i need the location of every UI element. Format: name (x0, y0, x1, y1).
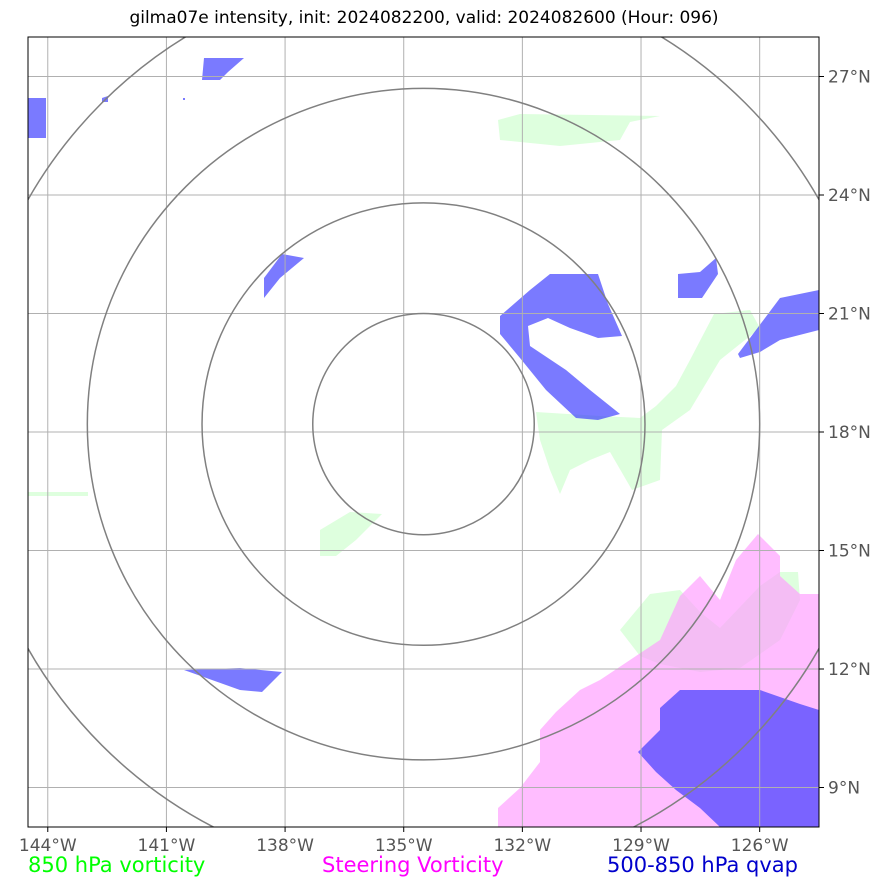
vorticity-850-layer (28, 114, 800, 672)
range-ring-1 (201, 202, 646, 647)
legend-steering-vorticity: Steering Vorticity (322, 853, 504, 877)
vorticity-patch-center (536, 310, 760, 494)
lon-tick-label-1: 141°W (138, 836, 196, 856)
range-ring-0 (312, 312, 535, 536)
lon-tick-label-2: 138°W (256, 836, 314, 856)
vorticity-strip-west (28, 492, 88, 496)
qvap-patch-southeast (638, 690, 819, 827)
range-rings (28, 37, 819, 827)
legend-qvap: 500-850 hPa qvap (607, 853, 798, 877)
lat-tick-label-3: 18°N (828, 423, 871, 443)
lon-tick-label-0: 144°W (19, 836, 77, 856)
map-title: gilma07e intensity, init: 2024082200, va… (129, 8, 719, 28)
qvap-patch-north (202, 58, 244, 80)
qvap-patch-southwest (184, 668, 282, 692)
qvap-patch-east (738, 290, 819, 358)
lat-tick-label-1: 24°N (828, 186, 871, 206)
lat-tick-label-2: 21°N (828, 305, 871, 325)
range-ring-2 (86, 87, 761, 761)
lon-tick-label-5: 129°W (612, 836, 670, 856)
qvap-patch-east-small (678, 258, 718, 298)
qvap-patch-hook (500, 274, 622, 420)
qvap-patch-mid-west (264, 254, 304, 298)
legend-850-vorticity: 850 hPa vorticity (28, 853, 206, 877)
lat-tick-label-5: 12°N (828, 660, 871, 680)
qvap-layer (28, 58, 819, 827)
lat-tick-label-4: 15°N (828, 542, 871, 562)
lat-tick-label-6: 9°N (828, 779, 860, 799)
qvap-patch-northwest (28, 98, 46, 138)
vorticity-patch-west (320, 512, 382, 556)
latitude-axis: 27°N 24°N 21°N 18°N 15°N 12°N 9°N (819, 68, 871, 799)
vorticity-patch-north (498, 114, 660, 146)
lon-tick-label-6: 126°W (731, 836, 789, 856)
qvap-dot-2 (183, 98, 185, 100)
lon-tick-label-4: 132°W (493, 836, 551, 856)
longitude-axis: 144°W 141°W 138°W 135°W 132°W 129°W 126°W (19, 827, 789, 856)
lon-tick-label-3: 135°W (375, 836, 433, 856)
lat-tick-label-0: 27°N (828, 68, 871, 88)
